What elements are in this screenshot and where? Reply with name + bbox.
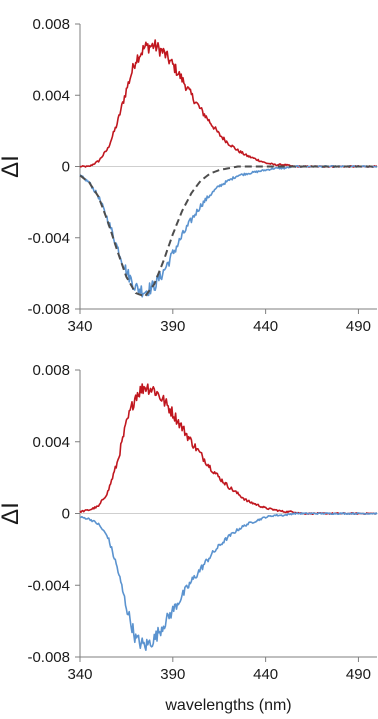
y-axis-title: ΔI bbox=[0, 155, 24, 178]
x-tick-label: 340 bbox=[67, 318, 92, 335]
x-tick-label: 490 bbox=[346, 666, 371, 683]
x-tick-label: 340 bbox=[67, 666, 92, 683]
series-line-dashed bbox=[79, 165, 377, 298]
series-line-blue bbox=[79, 511, 378, 651]
series-line-red bbox=[79, 39, 378, 168]
series-line-blue bbox=[79, 165, 378, 298]
y-tick-label: 0.004 bbox=[32, 434, 70, 451]
y-tick-label: -0.004 bbox=[27, 230, 70, 247]
y-tick-label: 0 bbox=[62, 159, 70, 176]
x-tick-label: 390 bbox=[160, 318, 185, 335]
y-tick-label: -0.008 bbox=[27, 649, 70, 666]
x-tick-label: 440 bbox=[253, 318, 278, 335]
series-line-red bbox=[79, 383, 377, 515]
y-tick-label: 0.008 bbox=[32, 16, 70, 33]
y-tick-label: 0.004 bbox=[32, 87, 70, 104]
x-tick-label: 490 bbox=[346, 318, 371, 335]
y-tick-label: -0.004 bbox=[27, 577, 70, 594]
x-axis-title: wavelengths (nm) bbox=[164, 697, 291, 714]
y-axis-title: ΔI bbox=[0, 502, 24, 525]
y-tick-label: -0.008 bbox=[27, 301, 70, 318]
y-tick-label: 0.008 bbox=[32, 362, 70, 379]
y-tick-label: 0 bbox=[62, 506, 70, 523]
x-tick-label: 390 bbox=[160, 666, 185, 683]
x-tick-label: 440 bbox=[253, 666, 278, 683]
